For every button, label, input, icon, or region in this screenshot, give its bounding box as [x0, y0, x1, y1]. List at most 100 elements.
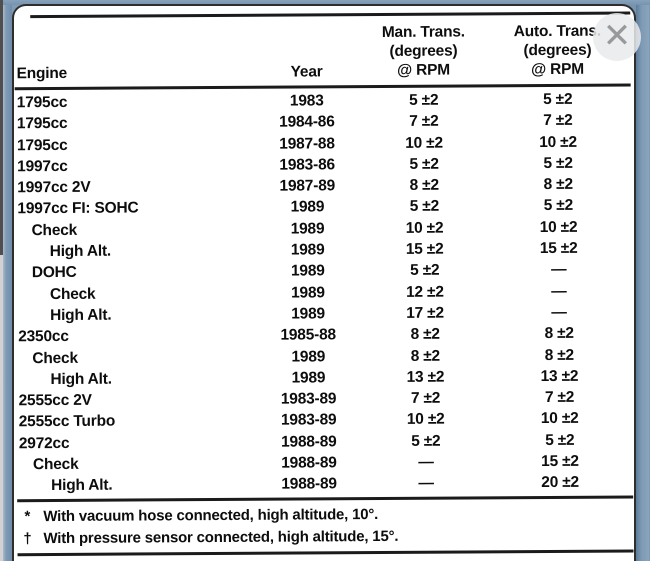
footnote-text: With pressure sensor connected, high alt…	[43, 527, 399, 547]
auto-trans-cell: 10 ±2	[540, 410, 579, 428]
auto-trans-cell: —	[551, 282, 567, 300]
year-cell: 1989	[291, 347, 326, 366]
engine-cell: 2350cc	[18, 328, 69, 346]
year-cell: 1987-88	[279, 134, 335, 153]
year-cell: 1984-86	[279, 113, 335, 131]
table-header: Engine Year Man. Trans. (degrees) @ RPM …	[14, 14, 633, 87]
engine-cell: 1795cc	[16, 93, 68, 112]
engine-cell: Check	[32, 455, 79, 474]
engine-cell: 1795cc	[16, 115, 68, 133]
year-cell: 1988-89	[281, 475, 337, 493]
auto-trans-cell: 15 ±2	[541, 452, 579, 471]
man-trans-cell: 5 ±2	[409, 155, 439, 173]
year-cell: 1989	[290, 262, 325, 280]
auto-trans-cell: 8 ±2	[544, 346, 574, 364]
auto-trans-cell: 10 ±2	[539, 218, 578, 236]
year-cell: 1987-89	[279, 177, 336, 195]
auto-trans-cell: 5 ±2	[543, 154, 573, 172]
engine-cell: DOHC	[31, 264, 77, 282]
year-cell: 1989	[291, 284, 325, 302]
table-body: 1795cc 1983 5 ±2 5 ±2 1795cc 1984-86 7 ±2 7 ±2 1…	[14, 86, 634, 498]
man-trans-cell: 12 ±2	[406, 283, 444, 301]
auto-trans-cell: 20 ±2	[541, 474, 579, 492]
engine-cell: High Alt.	[49, 242, 112, 261]
auto-trans-cell: 5 ±2	[543, 90, 573, 109]
auto-trans-cell: 5 ±2	[543, 197, 574, 215]
engine-cell: Check	[32, 349, 78, 367]
year-cell: 1983-89	[280, 411, 337, 430]
footnote-text: With vacuum hose connected, high altitud…	[43, 505, 379, 525]
man-trans-cell: 8 ±2	[409, 176, 439, 195]
engine-cell: 1795cc	[16, 136, 68, 154]
year-cell: 1989	[290, 198, 325, 217]
auto-trans-cell: 5 ±2	[545, 431, 575, 449]
page-edge-sliver	[0, 0, 3, 561]
close-icon: ✕	[602, 16, 632, 56]
engine-cell: Check	[49, 285, 96, 303]
man-trans-cell: 8 ±2	[410, 347, 440, 365]
auto-trans-cell: —	[551, 303, 567, 321]
background-right-strip	[636, 0, 650, 561]
column-header-man-trans: Man. Trans. (degrees) @ RPM	[364, 22, 482, 81]
background-top-strip	[3, 0, 650, 5]
footnote-line: † With pressure sensor connected, high al…	[21, 524, 634, 550]
auto-trans-cell: 7 ±2	[543, 112, 573, 130]
year-cell: 1983	[289, 92, 324, 110]
auto-trans-cell: 8 ±2	[544, 325, 574, 343]
man-trans-cell: 8 ±2	[410, 325, 440, 344]
table-row: High Alt. 1988-89 — 20 ±2	[15, 472, 634, 497]
column-header-year: Year	[290, 63, 323, 81]
year-cell: 1988-89	[281, 454, 337, 472]
column-header-engine: Engine	[16, 64, 68, 83]
man-trans-cell: 5 ±2	[409, 198, 440, 216]
year-cell: 1985-88	[280, 326, 336, 344]
auto-trans-cell: 10 ±2	[539, 133, 577, 151]
man-trans-cell: 5 ±2	[411, 432, 441, 450]
man-trans-cell: 10 ±2	[405, 134, 443, 152]
auto-trans-cell: 8 ±2	[543, 176, 573, 194]
year-cell: 1983-89	[280, 390, 337, 408]
engine-cell: Check	[31, 221, 78, 239]
engine-cell: 2972cc	[18, 434, 70, 452]
engine-cell: 2555cc 2V	[18, 391, 92, 410]
man-trans-cell: 7 ±2	[410, 389, 441, 407]
man-trans-cell: —	[418, 453, 434, 471]
auto-trans-cell: 13 ±2	[540, 367, 579, 385]
close-button[interactable]: ✕	[593, 13, 641, 61]
man-trans-cell: 13 ±2	[406, 368, 445, 386]
engine-cell: High Alt.	[50, 306, 112, 324]
year-cell: 1989	[291, 369, 326, 387]
footnote-symbol: *	[24, 507, 31, 525]
year-cell: 1989	[290, 220, 325, 238]
man-trans-cell: 7 ±2	[409, 112, 439, 131]
footnote-symbol: †	[23, 529, 32, 547]
auto-trans-line3: @ RPM	[531, 60, 585, 79]
footnotes: * With vacuum hose connected, high altitu…	[15, 498, 634, 553]
year-cell: 1988-89	[281, 433, 337, 451]
man-trans-cell: 10 ±2	[406, 411, 445, 429]
man-trans-line3: @ RPM	[397, 61, 451, 79]
engine-cell: High Alt.	[50, 370, 112, 388]
man-trans-cell: —	[418, 475, 434, 493]
background-left-strip	[3, 0, 12, 561]
man-trans-cell: 10 ±2	[405, 219, 444, 237]
year-cell: 1983-86	[279, 156, 335, 174]
year-cell: 1989	[290, 241, 325, 259]
man-trans-cell: 15 ±2	[405, 240, 444, 258]
year-cell: 1989	[291, 305, 325, 323]
engine-cell: 1997cc FI: SOHC	[17, 199, 139, 218]
engine-cell: High Alt.	[51, 476, 113, 495]
page-edge-sliver-dark	[0, 0, 3, 255]
man-trans-cell: 17 ±2	[406, 304, 444, 322]
engine-cell: 1997cc	[17, 157, 68, 176]
engine-cell: 1997cc 2V	[17, 178, 91, 197]
man-trans-line1: Man. Trans.	[381, 23, 465, 41]
auto-trans-cell: 15 ±2	[539, 239, 578, 258]
man-trans-line2: (degrees)	[389, 42, 458, 60]
auto-trans-cell: 7 ±2	[544, 388, 575, 407]
scanned-document-card: Engine Year Man. Trans. (degrees) @ RPM …	[12, 4, 636, 561]
scan-content: Engine Year Man. Trans. (degrees) @ RPM …	[14, 6, 634, 556]
man-trans-cell: 5 ±2	[410, 262, 440, 280]
man-trans-cell: 5 ±2	[409, 91, 439, 109]
engine-cell: 2555cc Turbo	[18, 413, 116, 431]
